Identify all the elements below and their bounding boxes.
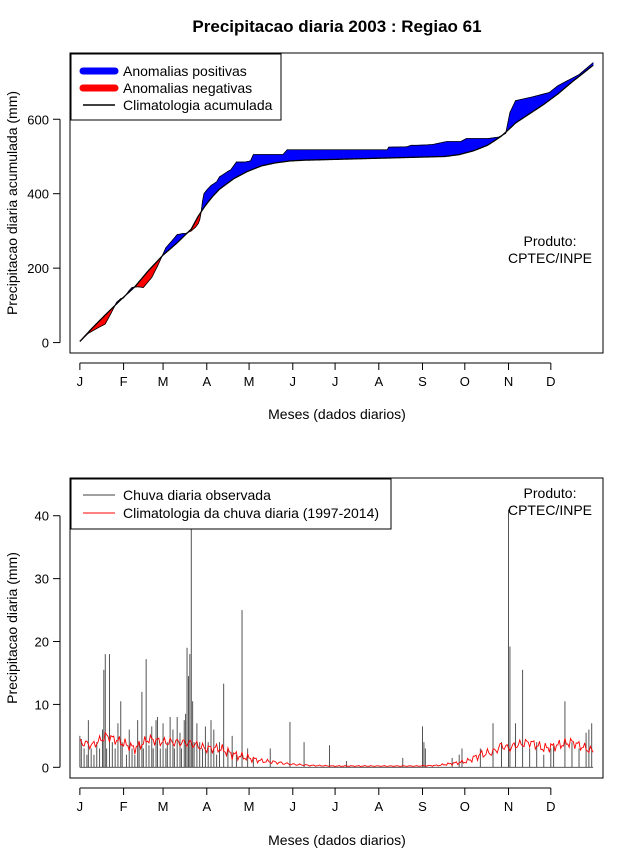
observed-cumulative-line	[79, 62, 594, 342]
daily-plot-frame	[69, 477, 604, 779]
daily-x-tick-label: N	[504, 799, 513, 814]
cumulative-x-tick-label: O	[460, 374, 470, 389]
cumulative-y-tick-label: 200	[27, 261, 49, 276]
daily-y-label: Precipitacao diaria (mm)	[4, 552, 20, 704]
daily-legend: Chuva diaria observada Climatologia da c…	[70, 478, 392, 530]
daily-x-tick-label: M	[244, 799, 255, 814]
cumulative-x-tick-label: J	[77, 374, 84, 389]
daily-x-tick-label: S	[418, 799, 427, 814]
cumulative-y-axis: 0 200 400 600	[27, 112, 61, 351]
cumulative-x-tick-label: A	[202, 374, 211, 389]
product-label-top: Produto:	[524, 233, 577, 249]
cumulative-x-tick-label: F	[120, 374, 128, 389]
climatology-cumulative-line	[79, 64, 594, 342]
product-source-top: CPTEC/INPE	[508, 250, 592, 266]
cumulative-y-tick-label: 0	[42, 336, 49, 351]
climatology-daily-line	[79, 731, 594, 768]
daily-y-tick-label: 20	[35, 635, 49, 650]
daily-bars-layer	[79, 509, 594, 768]
daily-x-tick-label: O	[460, 799, 470, 814]
daily-x-label: Meses (dados diarios)	[268, 832, 406, 848]
legend-label-climatology: Climatologia acumulada	[123, 97, 273, 113]
cumulative-x-tick-label: J	[290, 374, 297, 389]
daily-x-tick-label: F	[120, 799, 128, 814]
cumulative-x-tick-label: S	[418, 374, 427, 389]
daily-y-tick-label: 0	[42, 760, 49, 775]
cumulative-chart: J F M A M J J A S O N D 0 200 400 600 Meses (dados dia…	[4, 52, 604, 422]
cumulative-x-tick-label: M	[244, 374, 255, 389]
daily-y-tick-label: 40	[35, 509, 49, 524]
daily-y-tick-label: 10	[35, 697, 49, 712]
daily-legend-box	[70, 478, 392, 530]
daily-line-layer	[79, 731, 594, 768]
legend-label-climatology-daily: Climatologia da chuva diaria (1997-2014)	[123, 505, 379, 521]
cumulative-x-tick-label: A	[374, 374, 383, 389]
product-label-bottom: Produto:	[524, 485, 577, 501]
daily-x-tick-label: A	[374, 799, 383, 814]
daily-x-tick-label: M	[158, 799, 169, 814]
daily-x-tick-label: D	[546, 799, 555, 814]
cumulative-legend: Anomalias positivas Anomalias negativas …	[70, 53, 282, 121]
figure-title: Precipitacao diaria 2003 : Regiao 61	[192, 17, 481, 36]
cumulative-x-tick-label: D	[546, 374, 555, 389]
daily-x-tick-label: J	[290, 799, 297, 814]
daily-y-tick-label: 30	[35, 572, 49, 587]
cumulative-plot-frame	[69, 52, 604, 354]
cumulative-y-label: Precipitacao diaria acumulada (mm)	[4, 91, 20, 315]
cumulative-x-tick-label: J	[332, 374, 339, 389]
cumulative-x-label: Meses (dados diarios)	[268, 406, 406, 422]
legend-label-negative: Anomalias negativas	[123, 80, 252, 96]
daily-x-tick-label: J	[77, 799, 84, 814]
cumulative-x-tick-label: N	[504, 374, 513, 389]
daily-chart: J F M A M J J A S O N D 0 10 20 30 40 Meses (dados diar…	[4, 477, 604, 848]
legend-label-observed: Chuva diaria observada	[123, 487, 271, 503]
legend-label-positive: Anomalias positivas	[123, 63, 247, 79]
cumulative-line-layer	[79, 62, 594, 342]
cumulative-y-tick-label: 400	[27, 187, 49, 202]
daily-y-axis: 0 10 20 30 40	[35, 509, 61, 775]
cumulative-y-tick-label: 600	[27, 112, 49, 127]
daily-x-tick-label: A	[202, 799, 211, 814]
cumulative-x-tick-label: M	[158, 374, 169, 389]
product-source-bottom: CPTEC/INPE	[508, 502, 592, 518]
daily-x-tick-label: J	[332, 799, 339, 814]
